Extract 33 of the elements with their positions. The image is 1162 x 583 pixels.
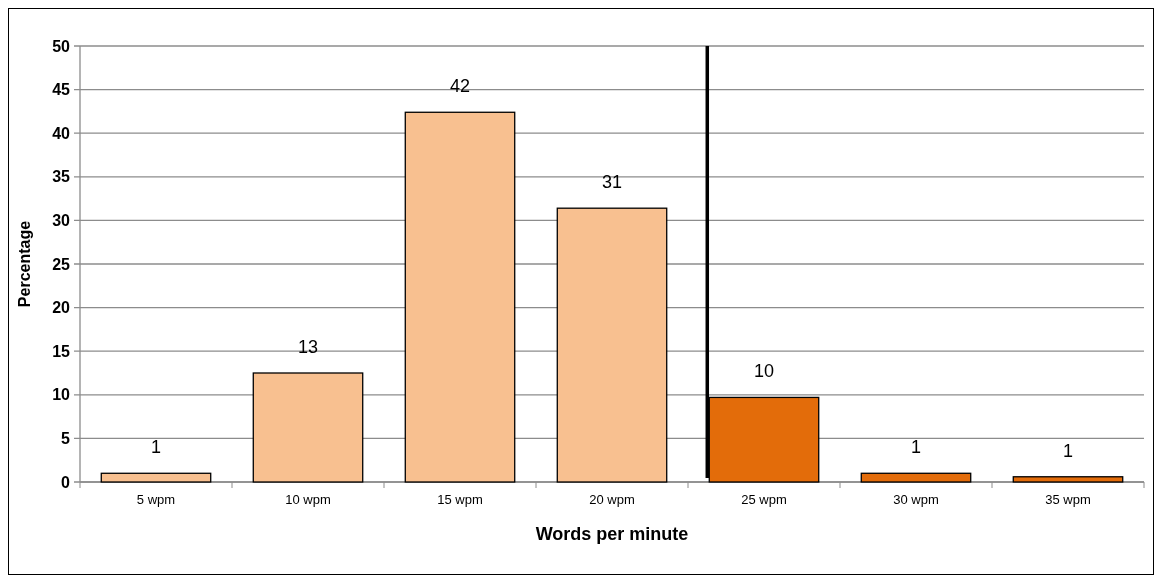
bar bbox=[556, 207, 668, 483]
data-label: 1 bbox=[1062, 440, 1074, 461]
x-axis-title: Words per minute bbox=[535, 524, 689, 544]
x-tick-label: 5 wpm bbox=[136, 492, 176, 507]
y-tick-label: 25 bbox=[52, 255, 71, 273]
y-tick-label: 0 bbox=[61, 473, 71, 491]
data-label: 42 bbox=[449, 76, 471, 97]
bar bbox=[404, 111, 516, 483]
y-tick-label: 40 bbox=[52, 124, 71, 142]
y-tick-label: 30 bbox=[52, 212, 71, 229]
x-tick-label: 10 wpm bbox=[285, 492, 331, 507]
bar bbox=[100, 472, 212, 483]
data-label: 1 bbox=[910, 437, 922, 458]
bar bbox=[1012, 476, 1124, 483]
y-tick-label: 45 bbox=[52, 81, 71, 99]
x-tick-label: 15 wpm bbox=[437, 492, 483, 507]
y-tick-label: 35 bbox=[52, 168, 71, 186]
x-tick-label: 20 wpm bbox=[589, 492, 635, 507]
y-tick-label: 5 bbox=[61, 430, 71, 447]
y-tick-label: 50 bbox=[52, 37, 71, 55]
bar bbox=[860, 472, 972, 483]
y-tick-label: 10 bbox=[52, 386, 71, 404]
y-axis-title: Percentage bbox=[16, 220, 33, 308]
x-tick-label: 30 wpm bbox=[893, 492, 939, 507]
y-tick-label: 15 bbox=[52, 342, 71, 360]
data-label: 13 bbox=[297, 337, 319, 357]
bar bbox=[252, 372, 364, 483]
data-label: 1 bbox=[150, 437, 162, 458]
x-tick-label: 25 wpm bbox=[741, 492, 787, 507]
data-label: 31 bbox=[601, 172, 623, 193]
y-tick-label: 20 bbox=[52, 299, 71, 317]
data-label: 10 bbox=[753, 361, 775, 382]
x-tick-label: 35 wpm bbox=[1045, 492, 1091, 507]
